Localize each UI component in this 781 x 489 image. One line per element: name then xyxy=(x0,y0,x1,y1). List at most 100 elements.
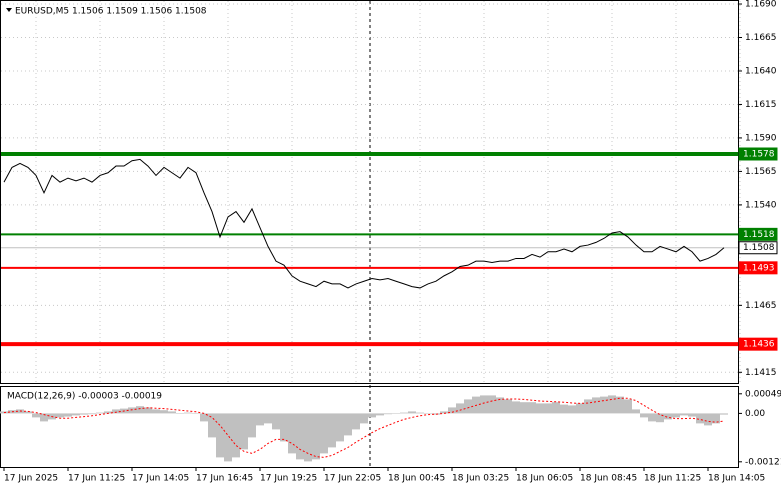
x-tick-label: 17 Jun 22:05 xyxy=(324,474,381,484)
x-tick-label: 17 Jun 2025 xyxy=(4,474,58,484)
y-tick-label: 1.1415 xyxy=(745,368,777,378)
macd-bar xyxy=(344,413,352,436)
macd-bar xyxy=(432,413,440,415)
macd-bar xyxy=(176,413,184,414)
macd-bar xyxy=(504,399,512,414)
macd-bar xyxy=(560,404,568,414)
x-tick-label: 17 Jun 14:05 xyxy=(132,474,189,484)
macd-bar xyxy=(200,413,208,422)
macd-bar xyxy=(608,395,616,414)
macd-bar xyxy=(496,397,504,414)
macd-bar xyxy=(416,412,424,414)
macd-bar xyxy=(384,413,392,415)
x-tick-label: 18 Jun 00:45 xyxy=(388,474,445,484)
macd-bar xyxy=(656,413,664,423)
macd-bar xyxy=(440,411,448,414)
macd-bar xyxy=(216,413,224,458)
x-tick-label: 18 Jun 11:25 xyxy=(644,474,701,484)
x-tick-label: 18 Jun 03:25 xyxy=(452,474,509,484)
macd-bar xyxy=(672,413,680,418)
macd-bar xyxy=(424,413,432,414)
macd-bar xyxy=(464,399,472,414)
macd-bar xyxy=(536,403,544,414)
macd-bar xyxy=(584,399,592,414)
macd-bar xyxy=(704,413,712,426)
macd-bar xyxy=(592,397,600,414)
y-tick-label: 1.1640 xyxy=(745,66,777,76)
macd-bar xyxy=(328,413,336,448)
macd-y-tick-label: 0.00 xyxy=(745,409,765,419)
menu-arrow xyxy=(6,8,12,12)
level-label-box xyxy=(738,261,778,275)
macd-bar xyxy=(24,411,32,414)
level-label: 1.1518 xyxy=(743,230,775,240)
macd-bar xyxy=(32,413,40,418)
macd-bar xyxy=(256,413,264,426)
macd-bar xyxy=(192,413,200,414)
macd-bar xyxy=(144,407,152,414)
y-tick-label: 1.1565 xyxy=(745,167,777,177)
macd-bar xyxy=(96,412,104,414)
macd-bar xyxy=(304,413,312,462)
level-label: 1.1508 xyxy=(743,243,775,253)
macd-bar xyxy=(56,413,64,418)
x-tick-label: 17 Jun 19:25 xyxy=(260,474,317,484)
y-tick-label: 1.1615 xyxy=(745,100,777,110)
macd-bar xyxy=(488,395,496,414)
macd-bar xyxy=(272,413,280,430)
macd-bar xyxy=(208,413,216,438)
macd-bar xyxy=(720,413,728,415)
macd-bar xyxy=(456,403,464,414)
macd-bar xyxy=(624,399,632,414)
macd-bar xyxy=(664,413,672,420)
macd-bar xyxy=(288,413,296,454)
macd-bar xyxy=(512,401,520,414)
macd-bar xyxy=(568,405,576,414)
macd-bar xyxy=(64,413,72,417)
macd-bar xyxy=(648,413,656,422)
macd-bar xyxy=(264,413,272,424)
macd-bar xyxy=(88,413,96,415)
x-tick-label: 18 Jun 14:05 xyxy=(708,474,765,484)
macd-bar xyxy=(480,395,488,414)
macd-signal xyxy=(3,397,725,458)
macd-bar xyxy=(520,402,528,414)
macd-bar xyxy=(320,413,328,454)
macd-bar xyxy=(680,413,688,416)
macd-bar xyxy=(696,413,704,424)
level-label: 1.1578 xyxy=(743,150,775,160)
x-tick-label: 17 Jun 11:25 xyxy=(68,474,125,484)
macd-bar xyxy=(360,413,368,424)
macd-bar xyxy=(600,396,608,414)
macd-y-tick-label: 0.00049 xyxy=(745,389,781,399)
level-label-box xyxy=(738,241,778,255)
macd-bar xyxy=(392,413,400,414)
macd-bar xyxy=(224,413,232,462)
macd-bar xyxy=(552,402,560,414)
macd-bar xyxy=(40,413,48,422)
macd-bar xyxy=(448,407,456,414)
y-tick-label: 1.1465 xyxy=(745,301,777,311)
level-label: 1.1436 xyxy=(743,340,775,350)
level-label-box xyxy=(738,337,778,351)
macd-bar xyxy=(352,413,360,430)
macd-bar xyxy=(632,409,640,414)
y-tick-label: 1.1540 xyxy=(745,200,777,210)
level-label-box xyxy=(738,147,778,161)
macd-bar xyxy=(640,413,648,418)
macd-bar xyxy=(168,411,176,414)
macd-bar xyxy=(136,406,144,414)
macd-bar xyxy=(80,413,88,415)
macd-bar xyxy=(576,403,584,414)
macd-bar xyxy=(152,409,160,414)
x-tick-label: 18 Jun 06:05 xyxy=(516,474,573,484)
x-tick-label: 17 Jun 16:45 xyxy=(196,474,253,484)
level-label-box xyxy=(738,227,778,241)
macd-bar xyxy=(232,413,240,458)
level-label: 1.1493 xyxy=(743,263,775,273)
price-line xyxy=(3,158,725,289)
macd-bar xyxy=(712,413,720,424)
macd-bar xyxy=(544,403,552,414)
